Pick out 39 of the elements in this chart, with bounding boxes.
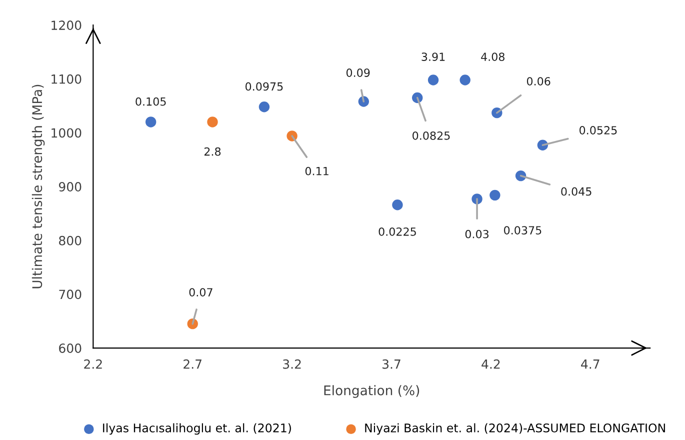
annotation: 0.045 xyxy=(561,187,592,196)
point xyxy=(258,102,270,112)
y-tick-label: 1100 xyxy=(52,74,82,84)
annotation: 0.09 xyxy=(346,68,370,77)
annotation: 0.105 xyxy=(136,97,166,106)
annotation: 3.91 xyxy=(422,52,445,61)
y-tick-label: 700 xyxy=(59,290,82,300)
annotation: 2.8 xyxy=(204,147,221,156)
annotation: 0.06 xyxy=(526,77,550,86)
annotation: 0.07 xyxy=(189,288,212,296)
point xyxy=(428,74,439,86)
y-tick-label: 1000 xyxy=(52,128,82,138)
x-axis-title: Elongation (%) xyxy=(324,385,420,398)
point xyxy=(490,190,500,201)
point xyxy=(145,116,156,128)
y-tick-label: 800 xyxy=(59,236,82,246)
point xyxy=(207,116,218,128)
annotation: 0.11 xyxy=(305,166,328,176)
annotation: 0.0375 xyxy=(504,226,542,235)
annotation: 0.03 xyxy=(465,230,489,238)
x-tick-label: 2.2 xyxy=(84,359,102,369)
annotation: 4.08 xyxy=(481,52,504,61)
y-axis-title: Ultimate tensile strength (MPa) xyxy=(32,84,45,288)
x-tick-label: 4.2 xyxy=(482,359,500,369)
annotation: 0.0825 xyxy=(412,131,450,140)
x-tick-label: 2.7 xyxy=(184,359,202,369)
legend-label: Ilyas Hacısalihoglu et. al. (2021) xyxy=(103,423,291,435)
point xyxy=(392,200,403,210)
x-tick-label: 3.2 xyxy=(283,359,301,369)
annotation: 0.0225 xyxy=(378,227,416,236)
y-tick-label: 1200 xyxy=(52,20,82,30)
legend-label: Niyazi Baskin et. al. (2024)-ASSUMED ELONGATION xyxy=(365,423,665,435)
point xyxy=(460,74,470,86)
annotation: 0.0525 xyxy=(580,126,617,134)
x-tick-label: 3.7 xyxy=(382,359,400,369)
annotation: 0.0975 xyxy=(246,82,283,91)
y-tick-label: 600 xyxy=(59,344,82,353)
x-tick-label: 4.7 xyxy=(581,360,600,369)
y-tick-label: 900 xyxy=(58,182,82,192)
